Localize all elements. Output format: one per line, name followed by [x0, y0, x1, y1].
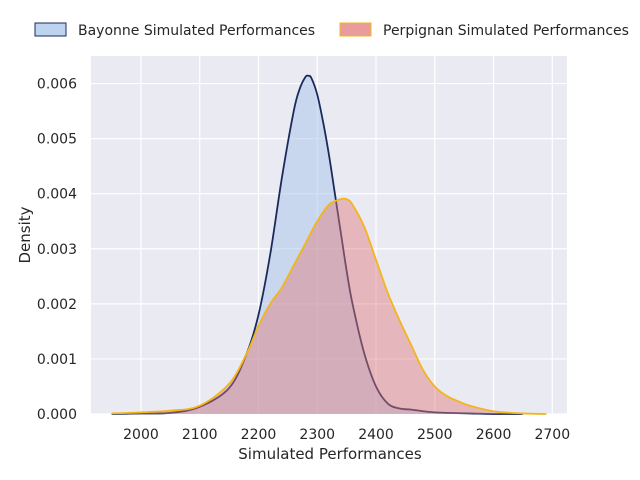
x-tick-label: 2500	[417, 427, 453, 443]
y-tick-label: 0.006	[37, 77, 77, 93]
y-tick-label: 0.003	[37, 242, 77, 258]
legend-label: Bayonne Simulated Performances	[78, 23, 315, 39]
y-tick-label: 0.000	[37, 407, 77, 423]
y-tick-label: 0.001	[37, 352, 77, 368]
x-tick-label: 2100	[182, 427, 218, 443]
x-axis-label: Simulated Performances	[238, 445, 422, 463]
x-tick-label: 2000	[123, 427, 159, 443]
density-fill-0	[111, 75, 523, 414]
x-tick-label: 2200	[241, 427, 277, 443]
density-areas	[111, 74, 547, 415]
legend: Bayonne Simulated Performances Perpignan …	[34, 22, 629, 39]
x-tick-label: 2700	[534, 427, 570, 443]
legend-swatch	[339, 22, 372, 37]
legend-swatch	[34, 22, 67, 37]
y-tick-label: 0.002	[37, 297, 77, 313]
x-tick-label: 2300	[299, 427, 335, 443]
y-axis-label: Density	[16, 206, 34, 263]
density-line-1	[111, 197, 547, 415]
y-tick-label: 0.004	[37, 187, 77, 203]
x-tick-label: 2400	[358, 427, 394, 443]
legend-label: Perpignan Simulated Performances	[383, 23, 629, 39]
x-axis-ticks: 2000 2100 2200 2300 2400 2500 2600 2700	[123, 427, 570, 443]
x-tick-label: 2600	[476, 427, 512, 443]
density-fill-1	[111, 198, 547, 414]
y-axis-ticks: 0.000 0.001 0.002 0.003 0.004 0.005 0.006	[37, 77, 77, 423]
y-tick-label: 0.005	[37, 132, 77, 148]
